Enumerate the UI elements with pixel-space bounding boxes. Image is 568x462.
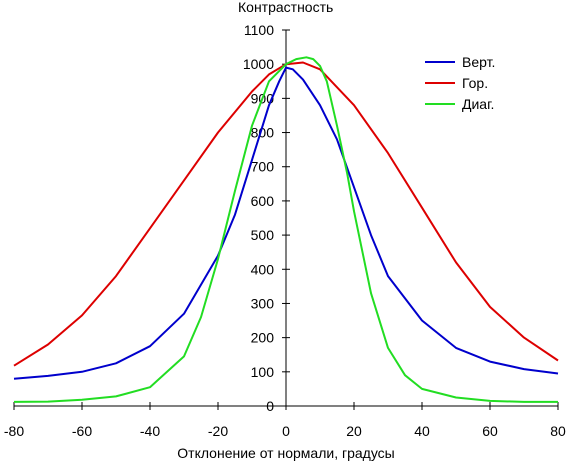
y-tick-label: 300 <box>251 295 275 311</box>
series-line-1 <box>13 66 559 380</box>
x-tick-label: -60 <box>72 423 92 439</box>
y-tick-label: 600 <box>251 193 275 209</box>
x-tick-label: 20 <box>346 423 362 439</box>
y-tick-label: 200 <box>251 330 275 346</box>
x-tick-label: 60 <box>482 423 498 439</box>
y-tick-label: 400 <box>251 261 275 277</box>
y-tick-label: 800 <box>251 125 275 141</box>
series-line-3 <box>13 56 558 403</box>
y-tick-label: 500 <box>251 227 275 243</box>
legend: Верт. Гор. Диаг. <box>425 54 495 112</box>
x-tick-label: 80 <box>550 423 566 439</box>
y-axis-label: Контрастность <box>238 0 333 15</box>
axes: -80 -60 -40 -20 0 20 40 60 800100200300400500600… <box>4 22 566 439</box>
y-tick-label: 700 <box>251 159 275 175</box>
series-layer <box>13 56 559 403</box>
x-tick-label: -20 <box>208 423 228 439</box>
x-tick-label: 0 <box>282 423 290 439</box>
legend-label-2: Гор. <box>462 75 488 91</box>
y-tick-label: 0 <box>266 398 274 414</box>
y-tick-label: 1100 <box>244 22 274 38</box>
x-tick-label: 40 <box>414 423 430 439</box>
x-tick-label: -40 <box>140 423 160 439</box>
legend-label-1: Верт. <box>462 54 495 70</box>
y-tick-label: 1000 <box>243 56 274 72</box>
legend-label-3: Диаг. <box>462 96 494 112</box>
x-axis-label: Отклонение от нормали, градусы <box>177 445 394 461</box>
x-tick-label: -80 <box>4 423 24 439</box>
y-tick-label: 100 <box>251 364 275 380</box>
